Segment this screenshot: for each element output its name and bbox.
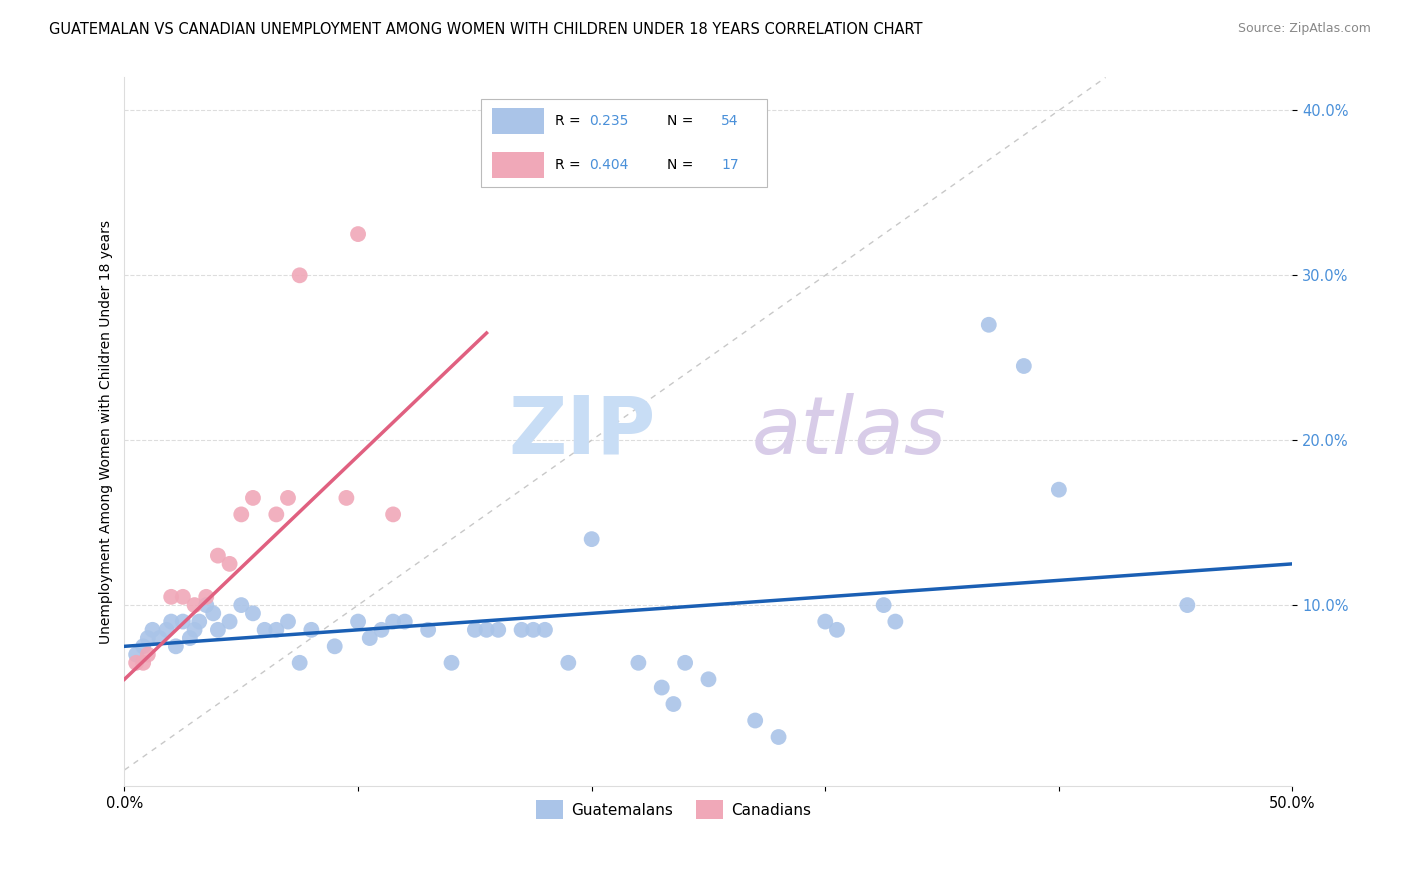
- Point: [218, 557, 240, 571]
- Point: [510, 623, 533, 637]
- Point: [288, 656, 311, 670]
- Point: [165, 640, 187, 654]
- Point: [522, 623, 544, 637]
- Point: [440, 656, 463, 670]
- Point: [1175, 598, 1198, 612]
- Point: [464, 623, 486, 637]
- Point: [475, 623, 498, 637]
- Point: [188, 615, 211, 629]
- Point: [231, 508, 253, 522]
- Point: [1012, 359, 1035, 373]
- Point: [136, 631, 159, 645]
- Point: [359, 631, 381, 645]
- Point: [172, 615, 194, 629]
- Point: [673, 656, 696, 670]
- Point: [335, 491, 357, 505]
- Point: [323, 640, 346, 654]
- Point: [662, 697, 685, 711]
- Point: [202, 607, 225, 621]
- Point: [299, 623, 322, 637]
- Point: [347, 227, 370, 241]
- Point: [977, 318, 1000, 332]
- Point: [160, 590, 183, 604]
- Point: [418, 623, 440, 637]
- Point: [347, 615, 370, 629]
- Point: [132, 656, 155, 670]
- Point: [207, 623, 229, 637]
- Point: [148, 631, 170, 645]
- Point: [651, 681, 673, 695]
- Point: [136, 648, 159, 662]
- Point: [160, 615, 183, 629]
- Point: [744, 714, 766, 728]
- Point: [884, 615, 907, 629]
- Point: [183, 623, 205, 637]
- Point: [141, 623, 163, 637]
- Point: [125, 648, 148, 662]
- Y-axis label: Unemployment Among Women with Children Under 18 years: Unemployment Among Women with Children U…: [100, 220, 114, 644]
- Text: Source: ZipAtlas.com: Source: ZipAtlas.com: [1237, 22, 1371, 36]
- Point: [557, 656, 579, 670]
- Legend: Guatemalans, Canadians: Guatemalans, Canadians: [530, 794, 817, 825]
- Point: [172, 590, 194, 604]
- Point: [207, 549, 229, 563]
- Point: [183, 598, 205, 612]
- Point: [179, 631, 201, 645]
- Point: [195, 590, 218, 604]
- Point: [242, 491, 264, 505]
- Point: [132, 640, 155, 654]
- Point: [1047, 483, 1070, 497]
- Point: [486, 623, 509, 637]
- Point: [370, 623, 392, 637]
- Point: [231, 598, 253, 612]
- Point: [155, 623, 177, 637]
- Point: [768, 730, 790, 744]
- Point: [266, 623, 288, 637]
- Point: [534, 623, 557, 637]
- Point: [581, 532, 603, 546]
- Point: [277, 491, 299, 505]
- Text: atlas: atlas: [751, 393, 946, 471]
- Point: [266, 508, 288, 522]
- Point: [873, 598, 896, 612]
- Point: [394, 615, 416, 629]
- Point: [288, 268, 311, 283]
- Point: [218, 615, 240, 629]
- Point: [195, 598, 218, 612]
- Point: [627, 656, 650, 670]
- Point: [825, 623, 848, 637]
- Text: GUATEMALAN VS CANADIAN UNEMPLOYMENT AMONG WOMEN WITH CHILDREN UNDER 18 YEARS COR: GUATEMALAN VS CANADIAN UNEMPLOYMENT AMON…: [49, 22, 922, 37]
- Point: [253, 623, 276, 637]
- Text: ZIP: ZIP: [509, 393, 657, 471]
- Point: [814, 615, 837, 629]
- Point: [382, 508, 405, 522]
- Point: [242, 607, 264, 621]
- Point: [382, 615, 405, 629]
- Point: [697, 673, 720, 687]
- Point: [125, 656, 148, 670]
- Point: [277, 615, 299, 629]
